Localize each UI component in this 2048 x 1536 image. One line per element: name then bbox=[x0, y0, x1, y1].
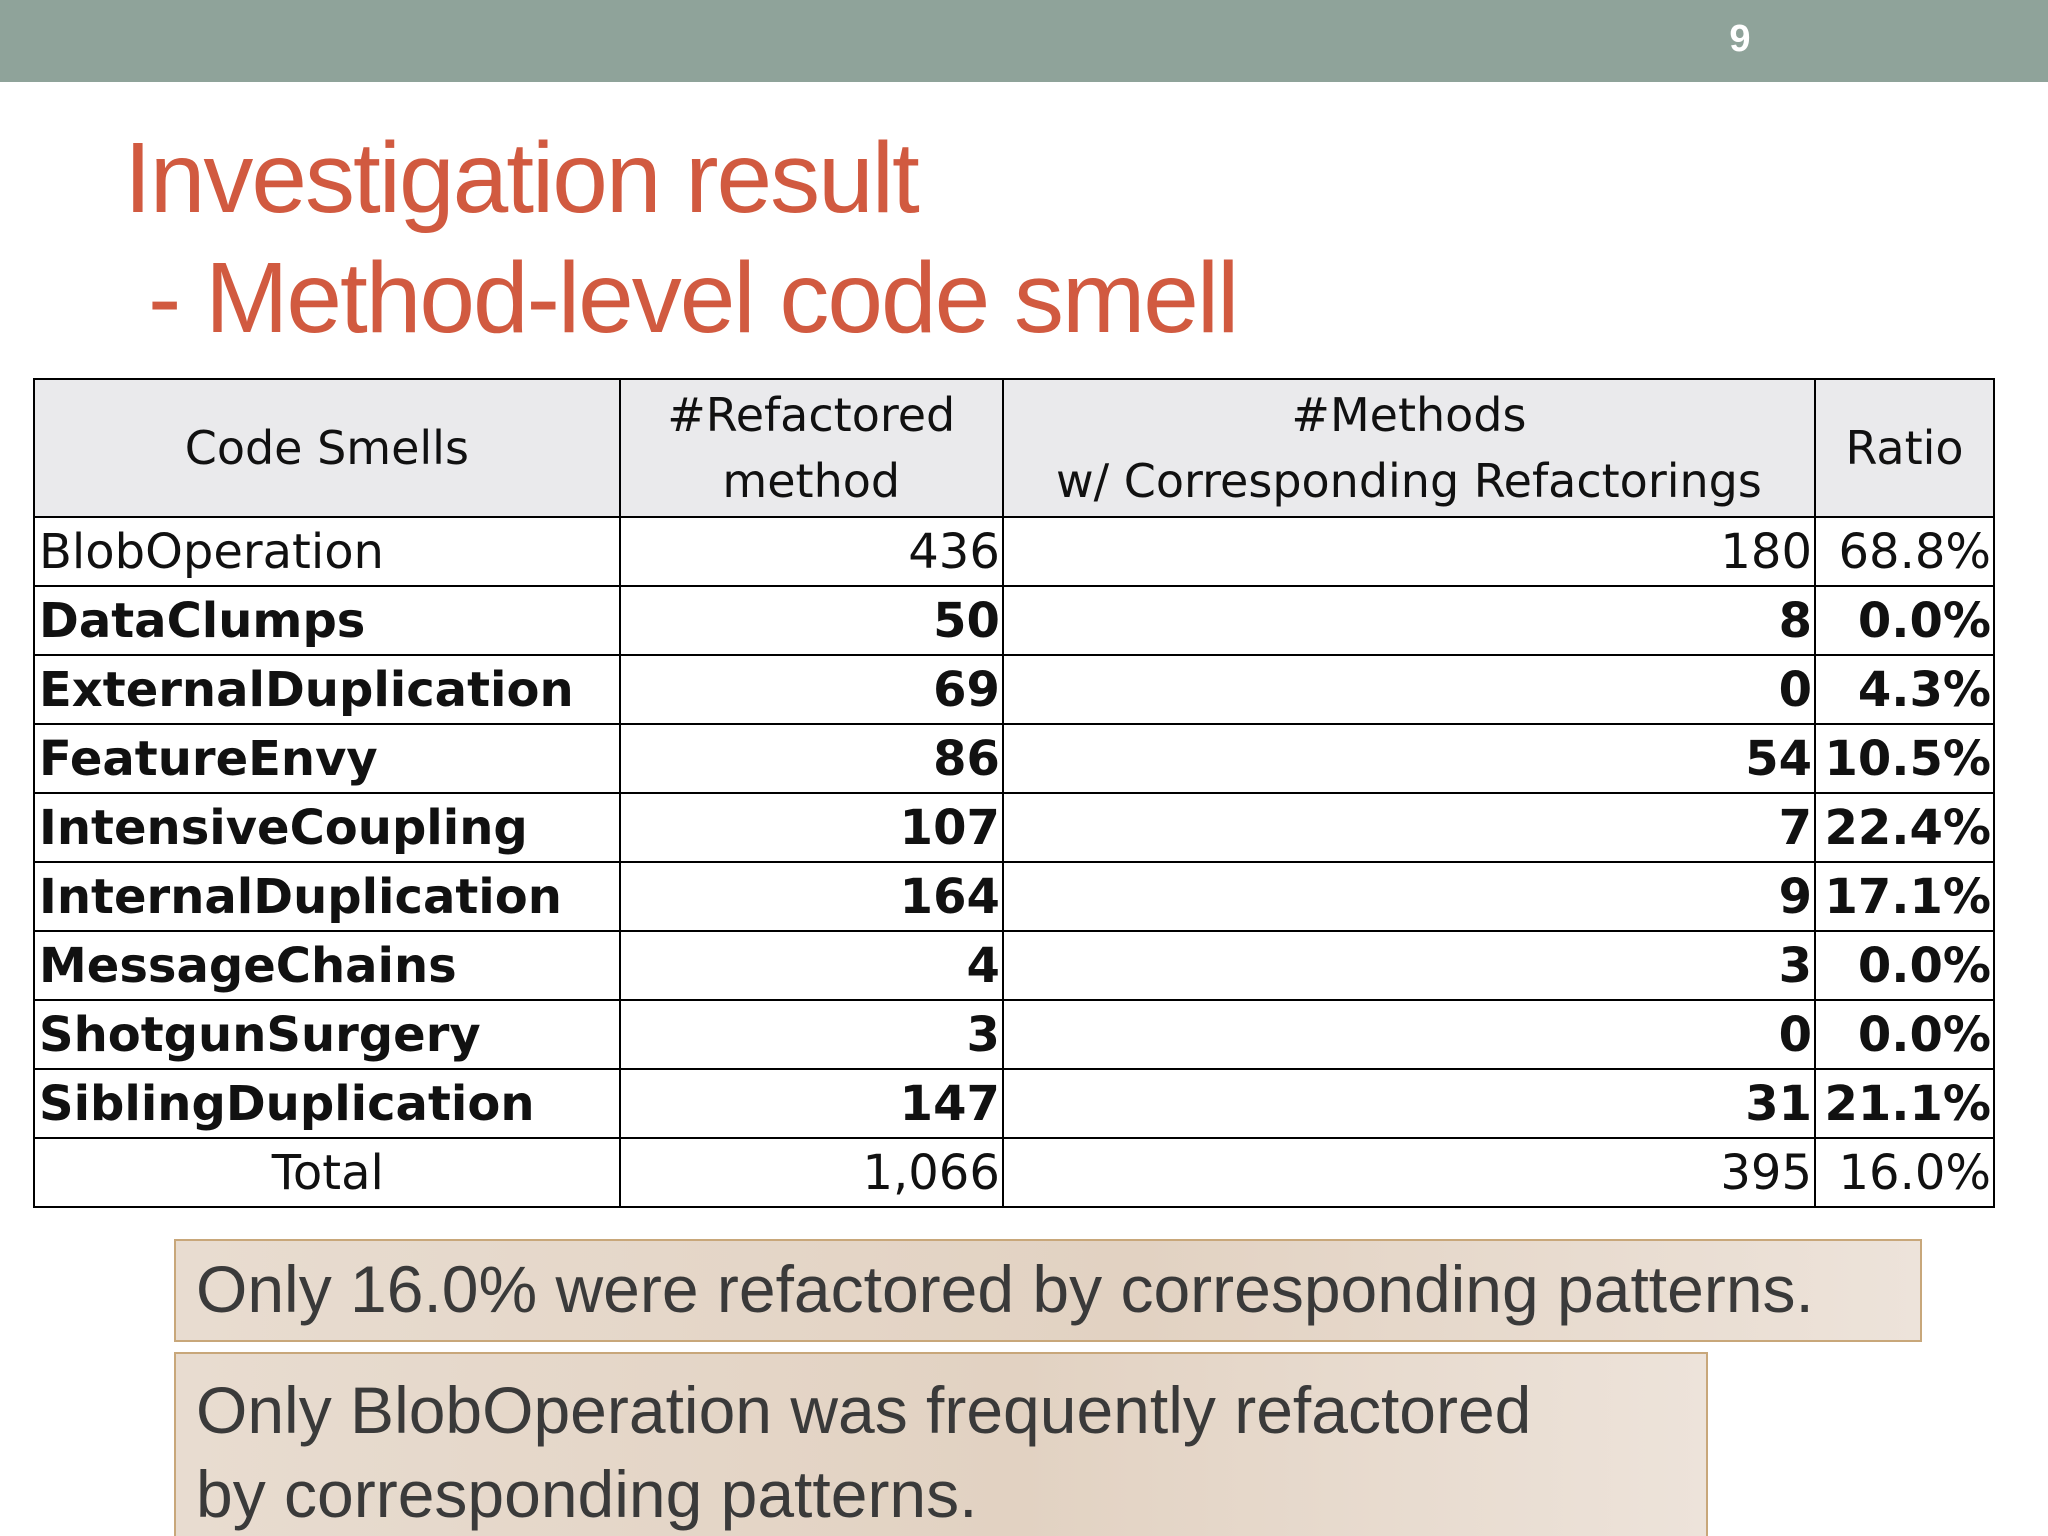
row-smell-name: DataClumps bbox=[33, 585, 621, 656]
row-ratio: 22.4% bbox=[1814, 792, 1995, 863]
total-label: Total bbox=[33, 1137, 621, 1208]
total-refactored: 1,066 bbox=[618, 1137, 1004, 1208]
row-methods: 0 bbox=[1001, 999, 1817, 1070]
callout-blob-line-1: Only BlobOperation was frequently refact… bbox=[196, 1373, 1532, 1447]
callout-blob-line-2: by corresponding patterns. bbox=[196, 1457, 978, 1531]
row-methods: 7 bbox=[1001, 792, 1817, 863]
slide-number: 9 bbox=[1729, 18, 1751, 60]
row-methods: 9 bbox=[1001, 861, 1817, 932]
row-smell-name: ShotgunSurgery bbox=[33, 999, 621, 1070]
header-refactored-method: #Refactored method bbox=[618, 378, 1004, 518]
table-row: ShotgunSurgery 3 0 0.0% bbox=[33, 999, 1995, 1070]
table-row: SiblingDuplication 147 31 21.1% bbox=[33, 1068, 1995, 1139]
row-ratio: 21.1% bbox=[1814, 1068, 1995, 1139]
row-smell-name: SiblingDuplication bbox=[33, 1068, 621, 1139]
row-ratio: 0.0% bbox=[1814, 930, 1995, 1001]
row-ratio: 17.1% bbox=[1814, 861, 1995, 932]
row-refactored: 69 bbox=[618, 654, 1004, 725]
header-methods-line-2: w/ Corresponding Refactorings bbox=[1056, 454, 1762, 508]
header-refactored-line-1: #Refactored bbox=[667, 388, 956, 442]
row-ratio: 4.3% bbox=[1814, 654, 1995, 725]
table-row: IntensiveCoupling 107 7 22.4% bbox=[33, 792, 1995, 863]
row-smell-name: InternalDuplication bbox=[33, 861, 621, 932]
row-refactored: 50 bbox=[618, 585, 1004, 656]
callout-overall-ratio: Only 16.0% were refactored by correspond… bbox=[174, 1239, 1922, 1342]
slide-title: Investigation result - Method-level code… bbox=[124, 118, 1239, 358]
header-ratio: Ratio bbox=[1814, 378, 1995, 518]
row-methods: 3 bbox=[1001, 930, 1817, 1001]
table-row: FeatureEnvy 86 54 10.5% bbox=[33, 723, 1995, 794]
code-smell-table: Code Smells #Refactored method #Methods … bbox=[33, 378, 1995, 1208]
row-methods: 31 bbox=[1001, 1068, 1817, 1139]
total-methods: 395 bbox=[1001, 1137, 1817, 1208]
row-ratio: 10.5% bbox=[1814, 723, 1995, 794]
table-header-row: Code Smells #Refactored method #Methods … bbox=[33, 378, 1995, 518]
table-row: InternalDuplication 164 9 17.1% bbox=[33, 861, 1995, 932]
row-ratio: 68.8% bbox=[1814, 516, 1995, 587]
header-methods-line-1: #Methods bbox=[1291, 388, 1527, 442]
title-line-1: Investigation result bbox=[124, 122, 920, 234]
row-methods: 54 bbox=[1001, 723, 1817, 794]
row-smell-name: BlobOperation bbox=[33, 516, 621, 587]
row-smell-name: FeatureEnvy bbox=[33, 723, 621, 794]
row-refactored: 3 bbox=[618, 999, 1004, 1070]
row-smell-name: MessageChains bbox=[33, 930, 621, 1001]
title-line-2: - Method-level code smell bbox=[148, 242, 1239, 354]
row-ratio: 0.0% bbox=[1814, 585, 1995, 656]
header-code-smells: Code Smells bbox=[33, 378, 621, 518]
row-refactored: 436 bbox=[618, 516, 1004, 587]
table-row: ExternalDuplication 69 0 4.3% bbox=[33, 654, 1995, 725]
slide-header-bar: 9 bbox=[0, 0, 2048, 82]
table-total-row: Total 1,066 395 16.0% bbox=[33, 1137, 1995, 1208]
header-refactored-line-2: method bbox=[722, 454, 901, 508]
row-smell-name: IntensiveCoupling bbox=[33, 792, 621, 863]
table-row: DataClumps 50 8 0.0% bbox=[33, 585, 1995, 656]
row-methods: 180 bbox=[1001, 516, 1817, 587]
table-row: MessageChains 4 3 0.0% bbox=[33, 930, 1995, 1001]
row-smell-name: ExternalDuplication bbox=[33, 654, 621, 725]
header-methods: #Methods w/ Corresponding Refactorings bbox=[1001, 378, 1817, 518]
row-methods: 8 bbox=[1001, 585, 1817, 656]
table-row: BlobOperation 436 180 68.8% bbox=[33, 516, 1995, 587]
row-ratio: 0.0% bbox=[1814, 999, 1995, 1070]
row-refactored: 4 bbox=[618, 930, 1004, 1001]
callout-blob-operation: Only BlobOperation was frequently refact… bbox=[174, 1352, 1708, 1536]
total-ratio: 16.0% bbox=[1814, 1137, 1995, 1208]
row-refactored: 164 bbox=[618, 861, 1004, 932]
row-refactored: 107 bbox=[618, 792, 1004, 863]
row-refactored: 86 bbox=[618, 723, 1004, 794]
row-refactored: 147 bbox=[618, 1068, 1004, 1139]
row-methods: 0 bbox=[1001, 654, 1817, 725]
